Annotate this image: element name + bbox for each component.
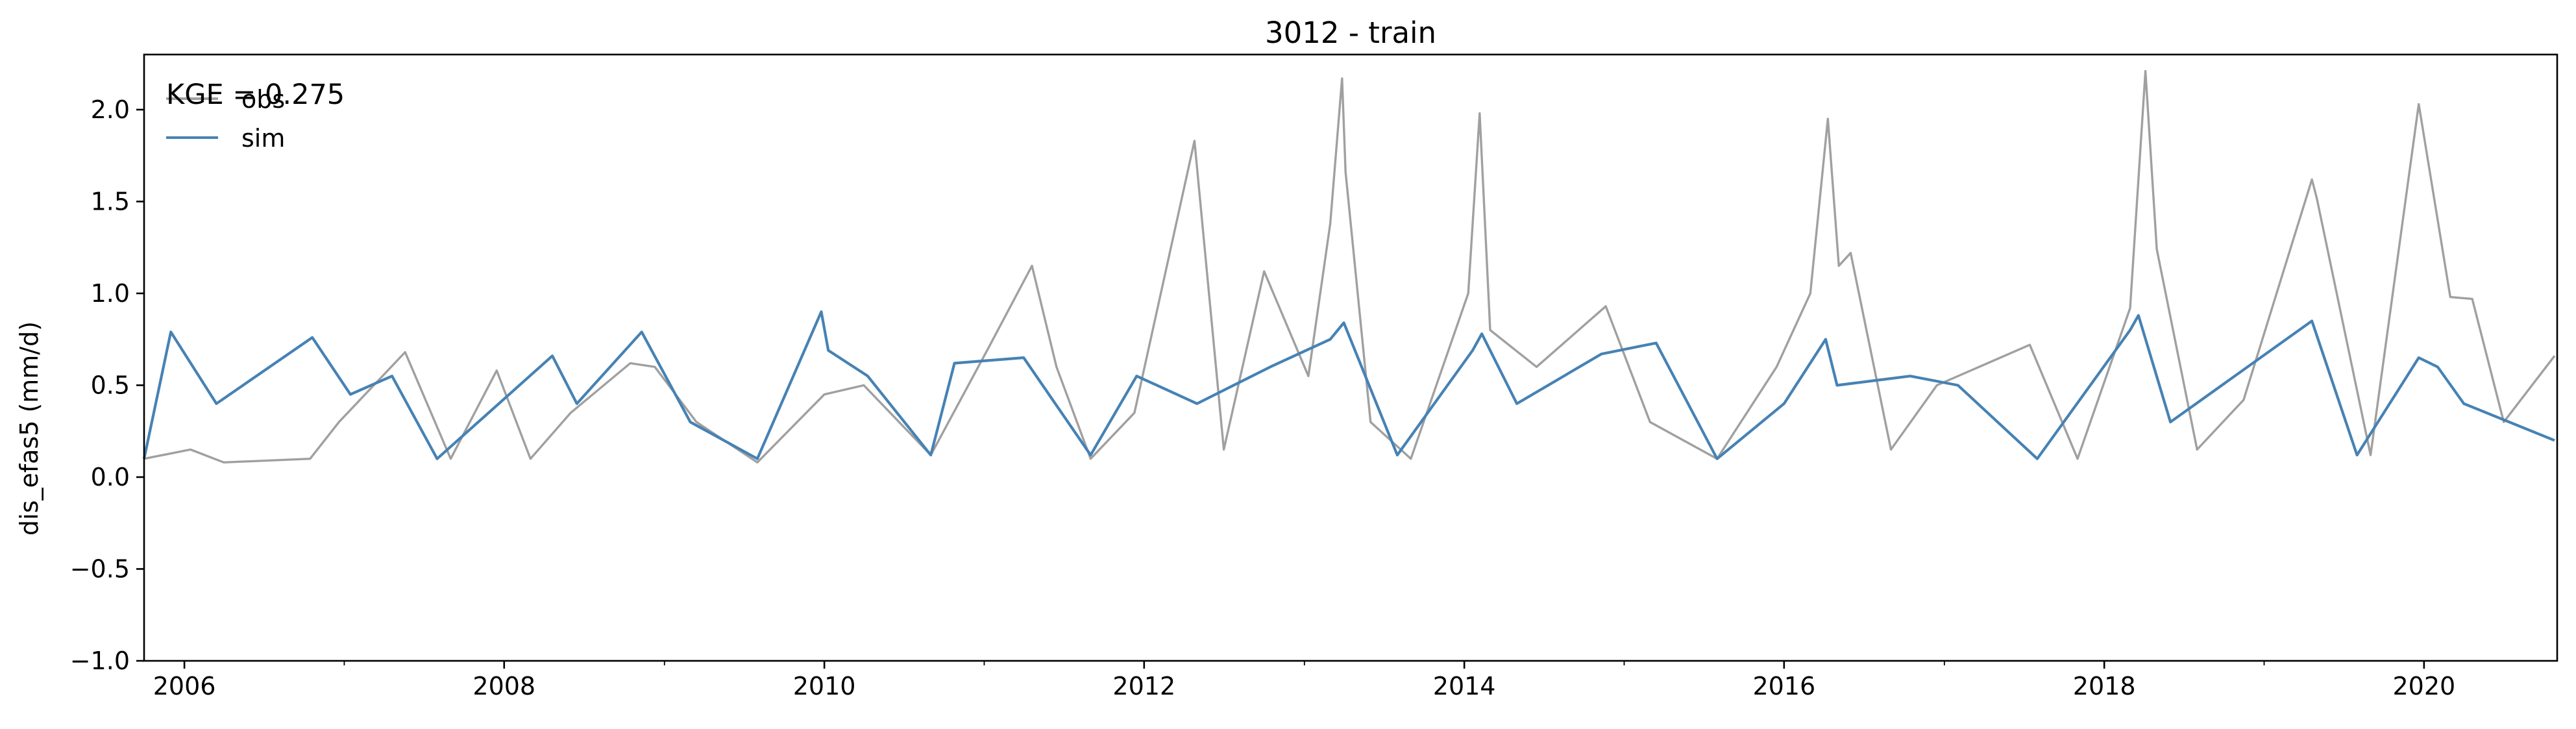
- y-tick-label: 2.0: [91, 95, 130, 124]
- kge-annotation: KGE = 0.275: [166, 79, 345, 111]
- legend-label-sim: sim: [241, 124, 285, 153]
- x-tick-label: 2014: [1433, 672, 1496, 700]
- legend-label-obs: obs: [241, 85, 285, 114]
- y-tick-label: −1.0: [70, 647, 130, 675]
- y-tick-label: 0.5: [91, 371, 130, 399]
- x-tick-label: 2008: [472, 672, 535, 700]
- x-tick-label: 2010: [793, 672, 856, 700]
- y-tick-label: 0.0: [91, 463, 130, 491]
- plot-frame: [143, 53, 2558, 662]
- y-tick-label: 1.0: [91, 279, 130, 308]
- legend: obs sim: [166, 85, 285, 153]
- series-line-obs: [143, 69, 2556, 463]
- y-tick-label: 1.5: [91, 187, 130, 216]
- axes-layer: −1.0 −0.5 0.0 0.5 1.0 1.5 2.0 2006 2008 2010 2012 2…: [70, 95, 2455, 700]
- series-line-sim: [142, 310, 2555, 460]
- y-tick-label: −0.5: [70, 554, 130, 583]
- x-tick-label: 2012: [1112, 672, 1175, 700]
- x-tick-label: 2020: [2392, 672, 2455, 700]
- y-axis-label: dis_efas5 (mm/d): [15, 321, 43, 536]
- x-tick-label: 2006: [153, 672, 216, 700]
- x-tick-label: 2016: [1752, 672, 1815, 700]
- chart-title: 3012 - train: [1265, 16, 1436, 50]
- x-tick-label: 2018: [2073, 672, 2136, 700]
- series-layer: [142, 69, 2556, 463]
